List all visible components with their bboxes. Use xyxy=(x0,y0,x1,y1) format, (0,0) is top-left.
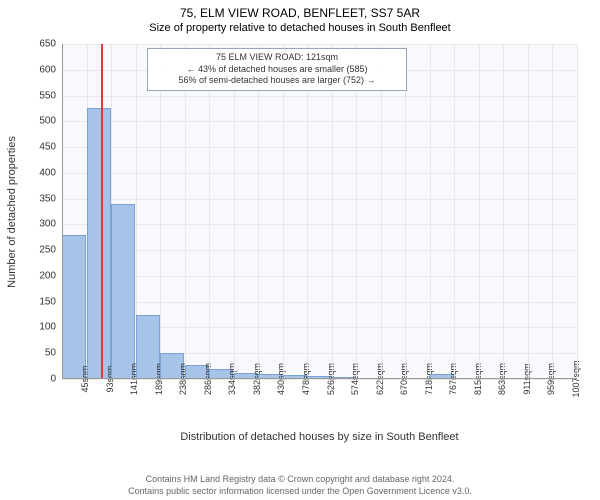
grid-line-horizontal xyxy=(62,250,577,251)
grid-line-horizontal xyxy=(62,224,577,225)
footer-copyright-2: Contains public sector information licen… xyxy=(0,486,600,496)
y-tick-label: 100 xyxy=(39,322,62,333)
chart-title-sub: Size of property relative to detached ho… xyxy=(0,20,600,34)
y-tick-label: 300 xyxy=(39,219,62,230)
grid-line-vertical xyxy=(209,44,210,379)
y-tick-label: 250 xyxy=(39,245,62,256)
annotation-line: 75 ELM VIEW ROAD: 121sqm xyxy=(154,52,400,64)
footer-copyright-1: Contains HM Land Registry data © Crown c… xyxy=(0,474,600,484)
chart-title-main: 75, ELM VIEW ROAD, BENFLEET, SS7 5AR xyxy=(0,0,600,20)
grid-line-vertical xyxy=(552,44,553,379)
grid-line-vertical xyxy=(307,44,308,379)
x-tick-label: 815sqm xyxy=(467,363,483,395)
y-tick-label: 350 xyxy=(39,193,62,204)
histogram-bar xyxy=(111,204,135,379)
grid-line-vertical xyxy=(528,44,529,379)
x-tick-label: 911sqm xyxy=(516,363,532,394)
x-tick-label: 430sqm xyxy=(270,363,286,395)
x-tick-label: 574sqm xyxy=(344,363,360,395)
x-tick-label: 334sqm xyxy=(221,363,237,395)
grid-line-horizontal xyxy=(62,121,577,122)
grid-line-vertical xyxy=(405,44,406,379)
histogram-bar xyxy=(87,108,111,379)
grid-line-horizontal xyxy=(62,147,577,148)
grid-line-vertical xyxy=(430,44,431,379)
y-tick-label: 0 xyxy=(50,374,62,385)
grid-line-vertical xyxy=(160,44,161,379)
annotation-box: 75 ELM VIEW ROAD: 121sqm← 43% of detache… xyxy=(147,48,407,91)
grid-line-vertical xyxy=(503,44,504,379)
y-tick-label: 50 xyxy=(45,348,62,359)
y-tick-label: 200 xyxy=(39,270,62,281)
y-tick-label: 400 xyxy=(39,167,62,178)
x-tick-label: 767sqm xyxy=(442,363,458,395)
x-tick-label: 718sqm xyxy=(418,363,434,395)
y-tick-label: 450 xyxy=(39,142,62,153)
y-tick-label: 550 xyxy=(39,90,62,101)
grid-line-vertical xyxy=(479,44,480,379)
x-tick-label: 622sqm xyxy=(369,363,385,395)
y-axis-line xyxy=(62,44,63,379)
y-tick-label: 500 xyxy=(39,116,62,127)
y-axis-title: Number of detached properties xyxy=(6,136,18,288)
y-tick-label: 600 xyxy=(39,64,62,75)
grid-line-vertical xyxy=(454,44,455,379)
grid-line-horizontal xyxy=(62,44,577,45)
x-tick-label: 670sqm xyxy=(393,363,409,395)
grid-line-vertical xyxy=(381,44,382,379)
grid-line-vertical xyxy=(258,44,259,379)
x-tick-label: 382sqm xyxy=(246,363,262,395)
annotation-line: 56% of semi-detached houses are larger (… xyxy=(154,75,400,87)
grid-line-horizontal xyxy=(62,199,577,200)
grid-line-vertical xyxy=(577,44,578,379)
grid-line-vertical xyxy=(283,44,284,379)
annotation-line: ← 43% of detached houses are smaller (58… xyxy=(154,64,400,76)
grid-line-vertical xyxy=(234,44,235,379)
x-axis-title: Distribution of detached houses by size … xyxy=(62,431,577,443)
grid-line-vertical xyxy=(185,44,186,379)
grid-line-horizontal xyxy=(62,302,577,303)
chart-plot-area: 0501001502002503003504004505005506006504… xyxy=(62,44,577,379)
histogram-bar xyxy=(62,235,86,379)
grid-line-vertical xyxy=(356,44,357,379)
x-tick-label: 959sqm xyxy=(540,363,556,395)
y-tick-label: 650 xyxy=(39,39,62,50)
grid-line-horizontal xyxy=(62,276,577,277)
x-tick-label: 526sqm xyxy=(320,363,336,395)
x-axis-line xyxy=(62,378,577,379)
grid-line-horizontal xyxy=(62,173,577,174)
y-tick-label: 150 xyxy=(39,296,62,307)
x-tick-label: 1007sqm xyxy=(565,360,581,397)
grid-line-vertical xyxy=(332,44,333,379)
highlight-line xyxy=(101,44,103,379)
grid-line-horizontal xyxy=(62,96,577,97)
x-tick-label: 478sqm xyxy=(295,363,311,395)
x-tick-label: 863sqm xyxy=(491,363,507,395)
